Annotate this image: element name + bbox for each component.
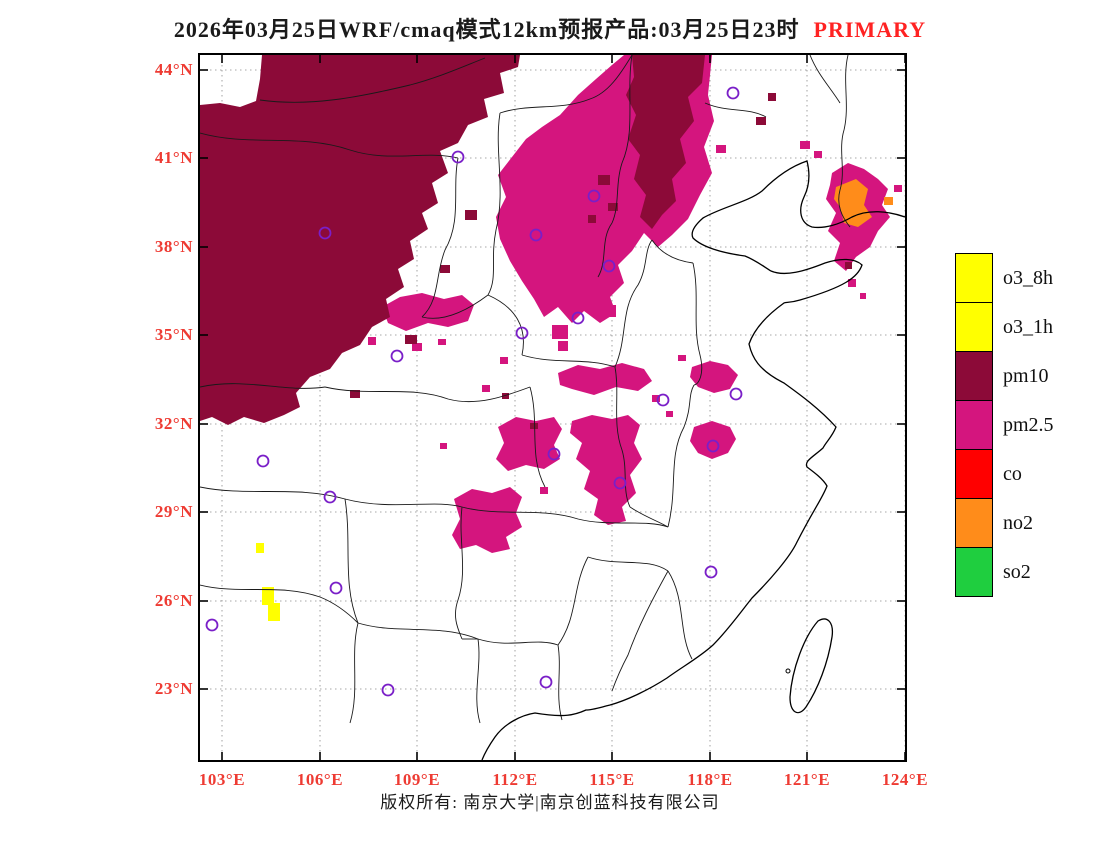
taiwan-island <box>789 618 834 714</box>
city-marker <box>329 581 343 595</box>
city-marker <box>602 259 616 273</box>
coastline <box>481 160 906 761</box>
legend-swatch-co <box>955 449 993 499</box>
copyright-text: 版权所有: 南京大学|南京创蓝科技有限公司 <box>380 793 720 812</box>
legend-item: o3_1h <box>955 302 1054 352</box>
city-marker <box>706 439 720 453</box>
legend-label: o3_8h <box>1003 266 1053 289</box>
legend-item: pm10 <box>955 351 1054 401</box>
legend-swatch-no2 <box>955 498 993 548</box>
lat-label: 44°N <box>154 60 193 79</box>
city-markers <box>205 86 743 697</box>
legend-label: so2 <box>1003 560 1031 583</box>
province-boundaries <box>199 54 851 724</box>
legend-item: co <box>955 449 1054 499</box>
page-title: 2026年03月25日WRF/cmaq模式12km预报产品:03月25日23时 P… <box>0 12 1100 44</box>
title-text: 2026年03月25日WRF/cmaq模式12km预报产品:03月25日23时 <box>173 17 800 42</box>
city-marker <box>323 490 337 504</box>
lat-label: 41°N <box>154 148 193 167</box>
city-marker <box>571 311 585 325</box>
lon-label: 112°E <box>492 770 538 789</box>
penghu-island <box>785 668 791 674</box>
axis-ticks <box>200 55 906 760</box>
lat-label: 32°N <box>154 414 193 433</box>
city-marker <box>390 349 404 363</box>
legend-label: pm2.5 <box>1003 413 1054 436</box>
legend-item: so2 <box>955 547 1054 597</box>
lat-label: 26°N <box>154 591 193 610</box>
no2-region-layer <box>834 179 893 227</box>
legend-swatch-o3_8h <box>955 253 993 303</box>
city-marker <box>729 387 743 401</box>
legend-item: pm2.5 <box>955 400 1054 450</box>
legend-swatch-pm10 <box>955 351 993 401</box>
legend: o3_8h o3_1h pm10 pm2.5 co no2 so2 <box>955 253 1054 597</box>
legend-swatch-pm25 <box>955 400 993 450</box>
city-marker <box>613 476 627 490</box>
legend-swatch-so2 <box>955 547 993 597</box>
city-marker <box>451 150 465 164</box>
city-marker <box>539 675 553 689</box>
legend-label: co <box>1003 462 1022 485</box>
lat-label: 38°N <box>154 237 193 256</box>
lon-label: 124°E <box>881 770 929 789</box>
primary-tag: PRIMARY <box>813 17 927 42</box>
legend-item: o3_8h <box>955 253 1054 303</box>
city-marker <box>515 326 529 340</box>
city-marker <box>656 393 670 407</box>
city-marker <box>256 454 270 468</box>
city-marker <box>704 565 718 579</box>
lon-label: 115°E <box>589 770 635 789</box>
city-marker <box>547 447 561 461</box>
pm10-region-layer <box>200 55 852 429</box>
lat-label: 35°N <box>154 325 193 344</box>
legend-swatch-o3_1h <box>955 302 993 352</box>
city-marker <box>529 228 543 242</box>
city-marker <box>726 86 740 100</box>
legend-item: no2 <box>955 498 1054 548</box>
lon-label: 109°E <box>393 770 441 789</box>
forecast-map <box>199 54 906 761</box>
lat-label: 23°N <box>154 679 193 698</box>
lon-label: 103°E <box>198 770 246 789</box>
lon-label: 106°E <box>296 770 344 789</box>
legend-label: pm10 <box>1003 364 1049 387</box>
o3-region-layer <box>256 543 280 621</box>
city-marker <box>205 618 219 632</box>
lat-label: 29°N <box>154 502 193 521</box>
city-marker <box>587 189 601 203</box>
lon-label: 118°E <box>687 770 733 789</box>
legend-label: no2 <box>1003 511 1033 534</box>
city-marker <box>381 683 395 697</box>
city-marker <box>318 226 332 240</box>
lon-label: 121°E <box>783 770 831 789</box>
map-frame <box>198 53 907 762</box>
legend-label: o3_1h <box>1003 315 1053 338</box>
